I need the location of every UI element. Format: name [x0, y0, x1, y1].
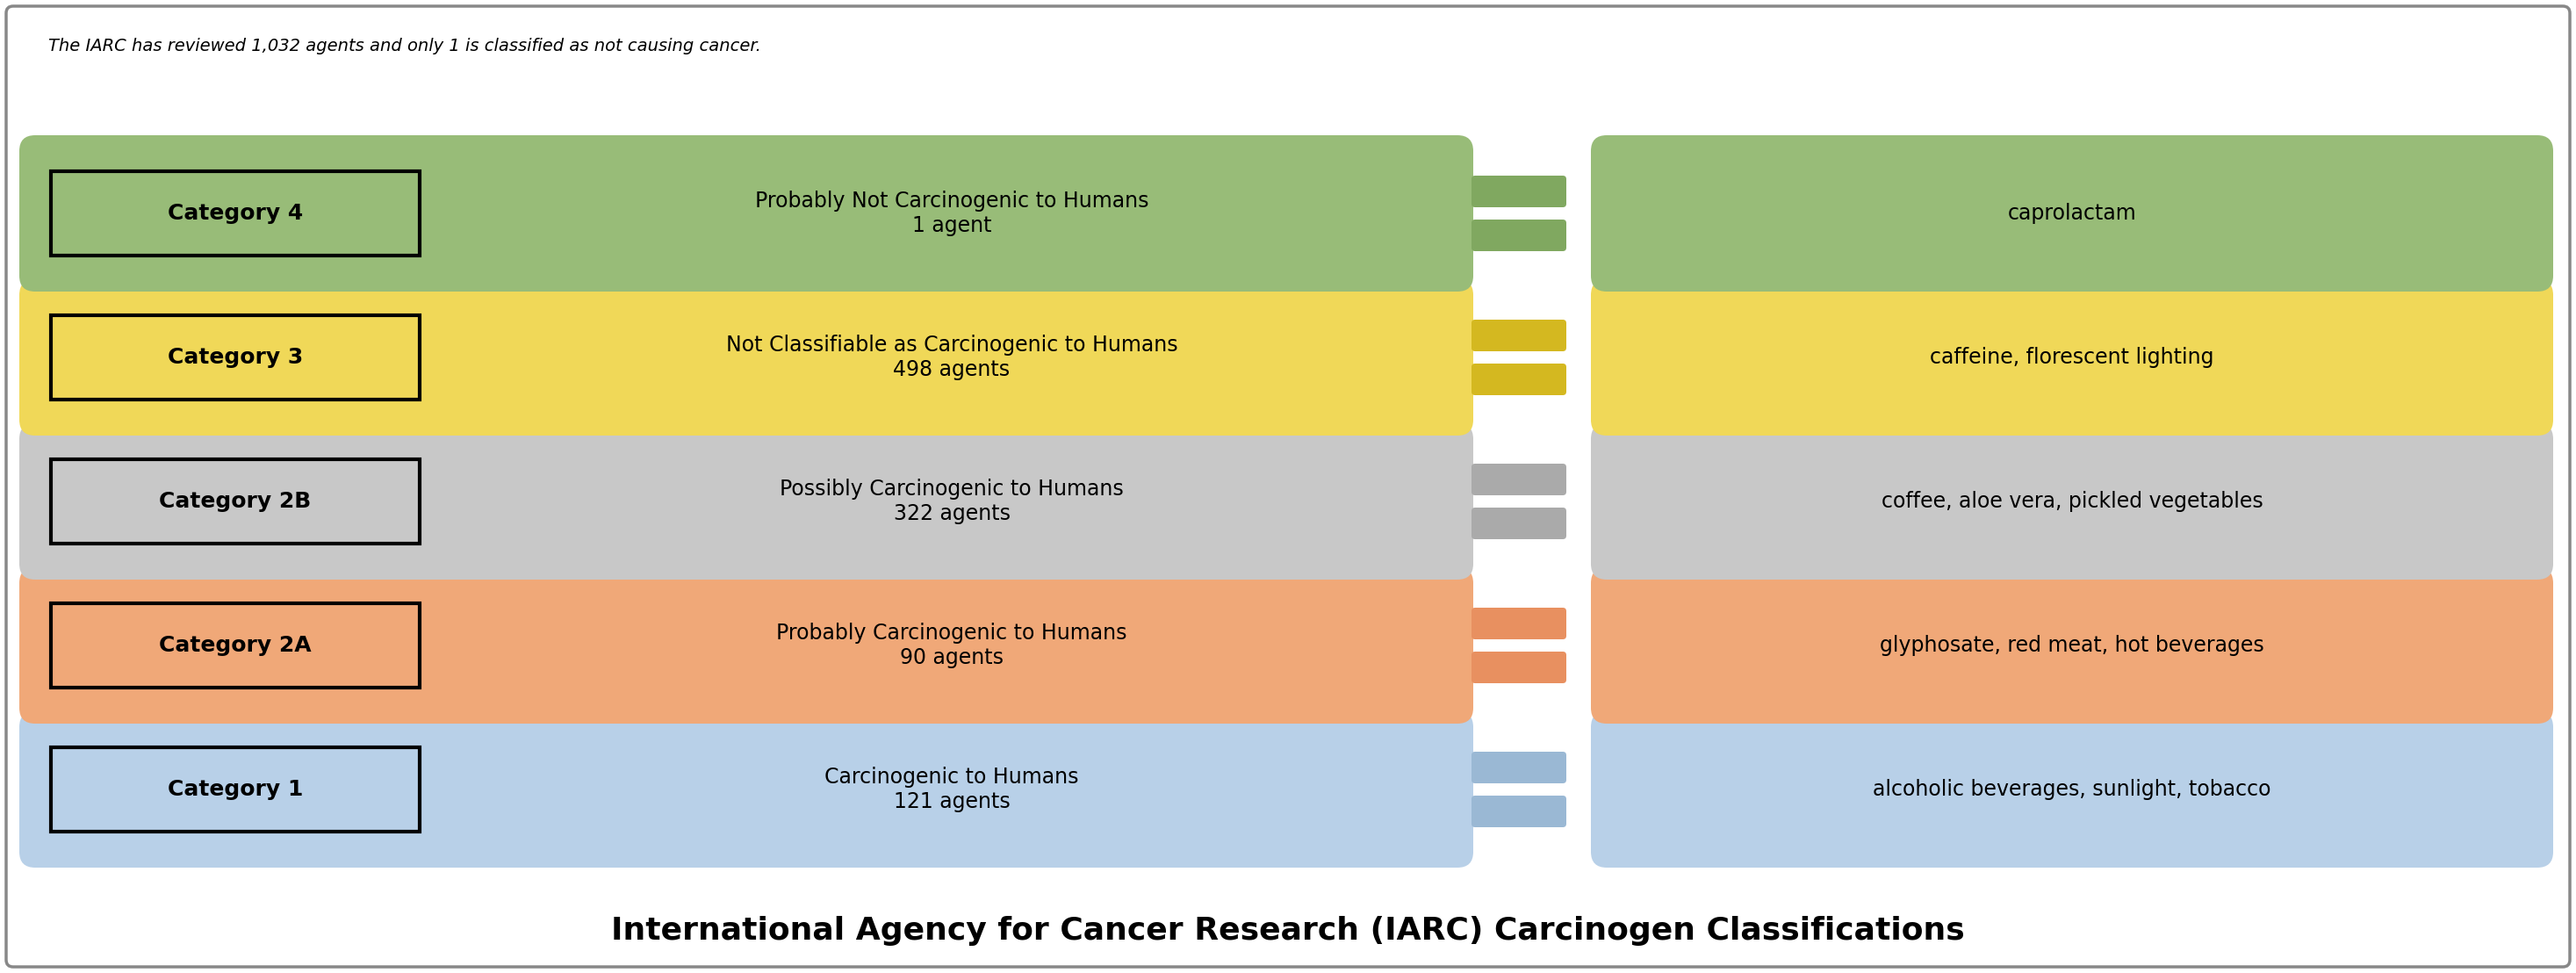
Text: Category 3: Category 3	[167, 346, 304, 368]
Text: coffee, aloe vera, pickled vegetables: coffee, aloe vera, pickled vegetables	[1880, 491, 2262, 512]
FancyBboxPatch shape	[1471, 320, 1566, 351]
FancyBboxPatch shape	[18, 567, 1473, 724]
FancyBboxPatch shape	[36, 151, 1458, 275]
Text: glyphosate, red meat, hot beverages: glyphosate, red meat, hot beverages	[1880, 635, 2264, 656]
FancyBboxPatch shape	[1471, 364, 1566, 395]
FancyBboxPatch shape	[1471, 752, 1566, 783]
FancyBboxPatch shape	[36, 439, 1458, 563]
FancyBboxPatch shape	[18, 135, 1473, 292]
FancyBboxPatch shape	[52, 171, 420, 256]
FancyBboxPatch shape	[36, 295, 1458, 419]
FancyBboxPatch shape	[1471, 176, 1566, 207]
Text: Probably Carcinogenic to Humans
90 agents: Probably Carcinogenic to Humans 90 agent…	[775, 623, 1128, 668]
Text: alcoholic beverages, sunlight, tobacco: alcoholic beverages, sunlight, tobacco	[1873, 779, 2272, 800]
FancyBboxPatch shape	[1471, 796, 1566, 827]
FancyBboxPatch shape	[52, 315, 420, 400]
FancyBboxPatch shape	[52, 747, 420, 832]
Text: The IARC has reviewed 1,032 agents and only 1 is classified as not causing cance: The IARC has reviewed 1,032 agents and o…	[49, 37, 760, 54]
FancyBboxPatch shape	[1471, 652, 1566, 683]
FancyBboxPatch shape	[18, 423, 1473, 580]
FancyBboxPatch shape	[1471, 508, 1566, 539]
Text: caprolactam: caprolactam	[2007, 202, 2136, 224]
FancyBboxPatch shape	[36, 583, 1458, 707]
FancyBboxPatch shape	[1592, 711, 2553, 868]
Text: Probably Not Carcinogenic to Humans
1 agent: Probably Not Carcinogenic to Humans 1 ag…	[755, 191, 1149, 236]
FancyBboxPatch shape	[1471, 220, 1566, 251]
Text: Category 2A: Category 2A	[160, 635, 312, 656]
Text: Category 2B: Category 2B	[160, 491, 312, 512]
FancyBboxPatch shape	[18, 711, 1473, 868]
FancyBboxPatch shape	[1592, 567, 2553, 724]
Text: Carcinogenic to Humans
121 agents: Carcinogenic to Humans 121 agents	[824, 767, 1079, 812]
Text: International Agency for Cancer Research (IARC) Carcinogen Classifications: International Agency for Cancer Research…	[611, 916, 1965, 946]
FancyBboxPatch shape	[52, 459, 420, 544]
FancyBboxPatch shape	[1592, 423, 2553, 580]
Text: Possibly Carcinogenic to Humans
322 agents: Possibly Carcinogenic to Humans 322 agen…	[781, 479, 1123, 524]
FancyBboxPatch shape	[1592, 279, 2553, 436]
FancyBboxPatch shape	[36, 727, 1458, 851]
Text: caffeine, florescent lighting: caffeine, florescent lighting	[1929, 346, 2213, 368]
FancyBboxPatch shape	[1592, 135, 2553, 292]
Text: Not Classifiable as Carcinogenic to Humans
498 agents: Not Classifiable as Carcinogenic to Huma…	[726, 335, 1177, 380]
FancyBboxPatch shape	[5, 6, 2571, 967]
Text: Category 4: Category 4	[167, 202, 304, 224]
FancyBboxPatch shape	[1471, 608, 1566, 639]
FancyBboxPatch shape	[1471, 464, 1566, 495]
FancyBboxPatch shape	[18, 279, 1473, 436]
FancyBboxPatch shape	[52, 603, 420, 688]
Text: Category 1: Category 1	[167, 779, 304, 800]
